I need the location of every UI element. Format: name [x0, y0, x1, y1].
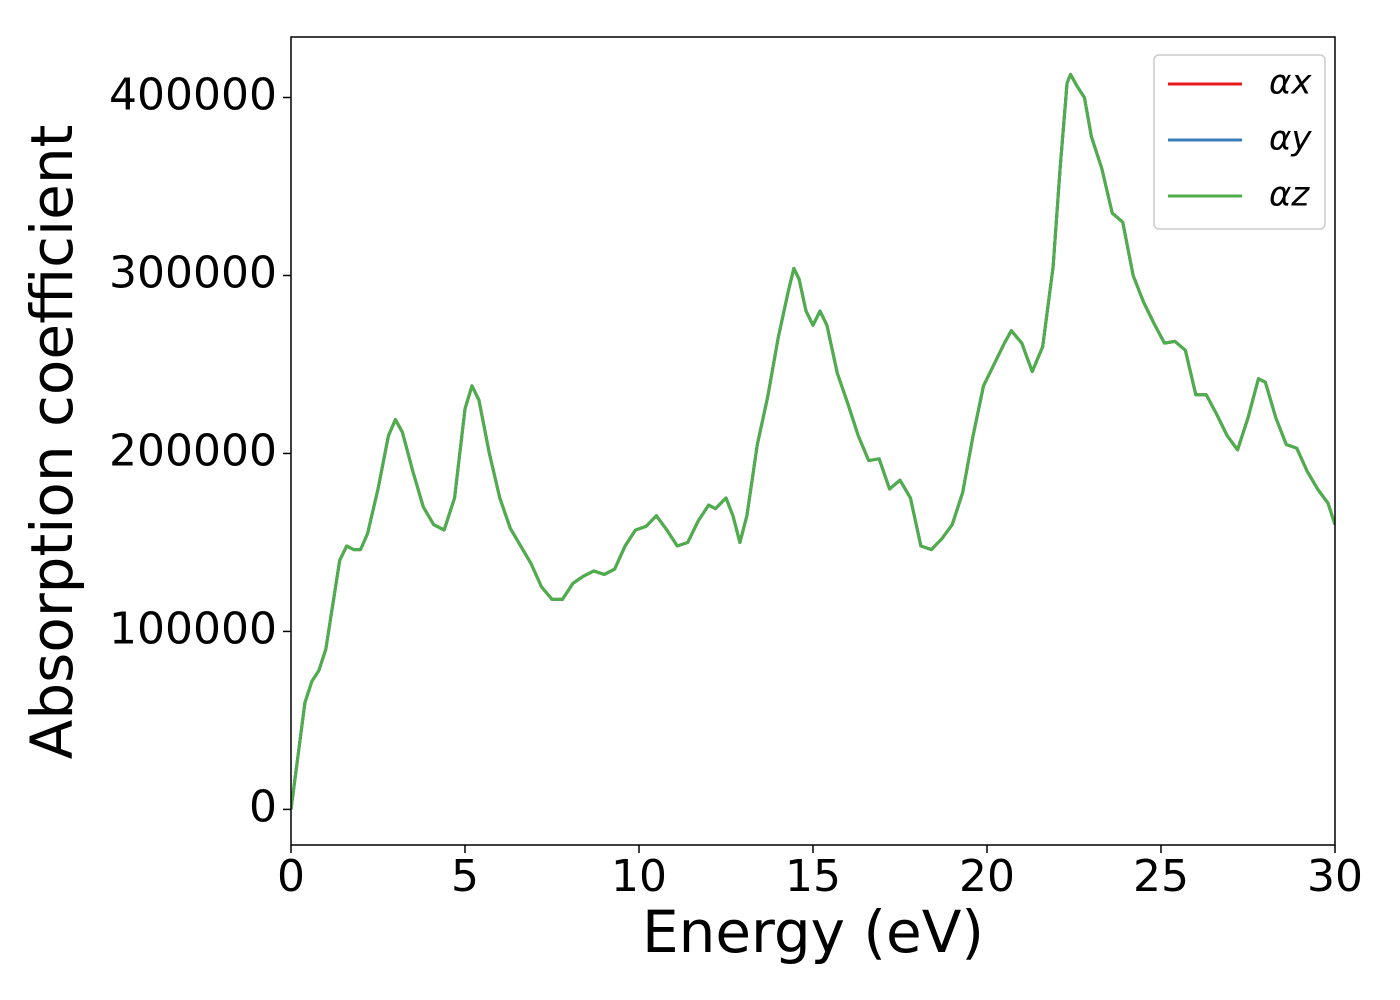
legend-box	[1153, 54, 1326, 230]
legend-label: αz	[1269, 175, 1310, 215]
y-axis-label: Absorption coefficient	[18, 125, 86, 760]
x-tick-label: 25	[1133, 851, 1189, 902]
x-tick-label: 15	[785, 851, 841, 902]
y-tick-label: 0	[249, 781, 277, 832]
x-tick-label: 10	[611, 851, 667, 902]
x-tick-label: 30	[1307, 851, 1363, 902]
legend-label: αy	[1269, 119, 1312, 159]
x-tick-label: 5	[451, 851, 479, 902]
plot-frame	[290, 36, 1336, 846]
y-tick-label: 100000	[109, 603, 277, 654]
legend-label: αx	[1269, 63, 1312, 103]
x-tick-label: 0	[277, 851, 305, 902]
y-tick-label: 200000	[109, 425, 277, 476]
series-line	[291, 72, 1335, 810]
y-tick-label: 300000	[109, 247, 277, 298]
x-tick-label: 20	[959, 851, 1015, 902]
x-axis-label: Energy (eV)	[642, 898, 984, 966]
y-tick-label: 400000	[109, 70, 277, 121]
